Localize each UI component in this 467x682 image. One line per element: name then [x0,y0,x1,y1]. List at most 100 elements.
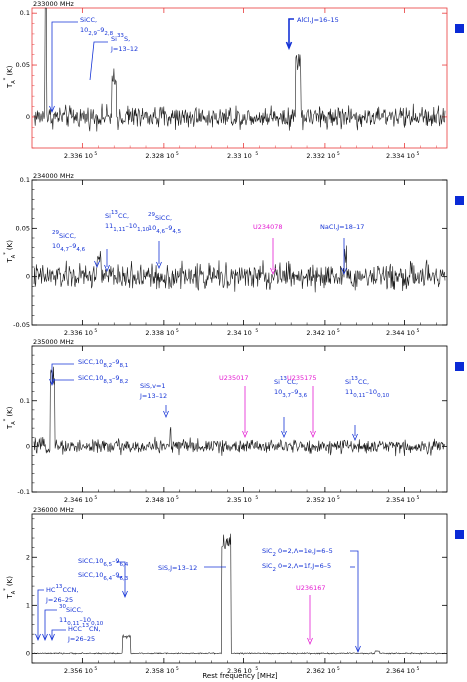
y-tick-label: 0.1 [20,397,30,405]
annotation-arrowhead [242,430,248,439]
x-tick-exponent: 5 [176,495,179,501]
annotation-arrowhead [270,267,276,276]
line-annotation: HCC13CN, J=26–25 [49,623,100,643]
y-axis-label: TA* (K) [3,576,17,600]
line-annotation: AlCl,J=16–15 [285,16,339,51]
line-annotation: NaCl,J=18–17 [320,223,364,276]
annotation-arrowhead [281,430,287,439]
line-annotation: 30SiCC, 110,11–100,10 [42,604,104,642]
axes-frame [31,7,448,149]
x-tick-exponent: 5 [94,328,97,334]
annotation-label: SiC2 0=2,Λ=1e,J=6–5 [262,547,333,558]
annotation-arrowhead [285,41,293,51]
annotation-label: U234078 [253,223,283,231]
annotation-label: 111,11–101,10 [105,222,150,233]
line-annotation: Si13CC, 111,11–101,10 [104,210,150,273]
annotation-arrowhead [122,590,128,599]
annotation-label: J=26–25 [67,635,95,643]
line-annotation: 29SiCC, 104,6–94,5 [148,212,182,270]
line-annotation: 29SiCC, 104,7–94,6 [52,230,100,269]
x-tick-label: 2.334 10 [386,152,415,160]
annotation-arrowhead [355,645,361,654]
y-tick-label: 0 [26,113,30,121]
corner-frequency-label: 236000 MHz [33,506,74,514]
annotation-label: HC13CCN, [46,584,78,594]
spectrum-trace [33,7,446,132]
annotation-label: SiCC,108,2–98,1 [78,358,128,369]
annotation-leader [288,18,294,48]
annotation-label: U235017 [219,374,249,382]
annotation-label: HCC13CN, [68,623,100,633]
annotation-label: J=13–12 [110,45,138,53]
x-tick-exponent: 5 [94,495,97,501]
x-tick-label: 2.344 10 [386,329,415,337]
x-tick-exponent: 5 [94,151,97,157]
y-tick-label: 0 [26,649,30,657]
x-tick-label: 2.364 10 [386,667,415,675]
x-tick-exponent: 5 [255,666,258,672]
x-tick-exponent: 5 [94,666,97,672]
annotation-label: Si13CC, [105,210,129,220]
annotation-leader [51,629,66,640]
x-tick-label: 2.348 10 [145,496,174,504]
x-axis-label: Rest frequency [MHz] [202,672,278,680]
y-tick-label: 0.05 [16,61,30,69]
line-annotation: SiCC,108,3–98,2 [52,374,128,385]
annotation-leader [89,41,108,81]
corner-frequency-label: 234000 MHz [33,172,74,180]
annotation-label: SiS,J=13–12 [158,564,197,572]
line-annotation: HC13CCN, J=26–25 [35,584,78,642]
annotation-arrowhead [104,264,110,273]
annotation-label: 29SiCC, [148,212,172,222]
y-tick-label: 0.1 [20,9,30,17]
annotation-label: 30SiCC, [59,604,83,614]
annotation-leader [117,561,126,597]
annotation-leader [37,589,44,640]
y-axis-label: TA* (K) [3,406,17,430]
panel-3: 235000 MHz-0.100.12.346 10 5 2.348 10 5 2.35… [3,338,464,504]
annotation-label: J=26–25 [45,596,73,604]
annotation-label: U236167 [296,584,326,592]
annotation-label: SiCC,106,5–96,4 [78,557,129,568]
annotation-label: 110,11–100,10 [59,616,104,627]
annotation-label: SiCC, [80,16,97,24]
x-tick-label: 2.358 10 [145,667,174,675]
spectrum-trace [33,245,446,293]
line-annotation: SiC2 0=2,Λ=1e,J=6–5 [262,547,361,654]
annotation-label: SiS,v=1 [140,382,166,390]
annotation-label: 102,9–92,8 [80,26,114,37]
corner-frequency-label: 233000 MHz [33,0,74,8]
axes-frame [31,345,448,493]
x-tick-label: 2.33 10 [227,152,252,160]
x-tick-exponent: 5 [337,328,340,334]
annotation-arrowhead [94,260,100,269]
x-tick-label: 2.332 10 [306,152,335,160]
legend-marker [455,196,464,205]
annotation-label: J=13–12 [139,392,167,400]
line-annotation: SiS,J=13–12 [158,564,226,572]
annotation-leader [350,550,359,652]
axes-frame [31,513,448,664]
line-annotation: Si33S, J=13–12 [89,33,138,81]
line-annotation: SiCC, 102,9–92,8 [49,16,114,114]
x-tick-label: 2.336 10 [64,329,93,337]
y-tick-label: 0.05 [16,224,30,232]
x-tick-exponent: 5 [255,495,258,501]
x-tick-label: 2.346 10 [64,496,93,504]
line-annotation: U234078 [253,223,283,276]
x-tick-exponent: 5 [176,328,179,334]
y-tick-label: 0 [26,273,30,281]
annotation-arrowhead [310,430,316,439]
x-tick-label: 2.362 10 [306,667,335,675]
line-annotation: SiCC,106,4–96,3 [78,571,129,582]
x-tick-exponent: 5 [337,151,340,157]
annotation-label: SiCC,108,3–98,2 [78,374,128,385]
x-tick-exponent: 5 [416,328,419,334]
annotation-arrowhead [49,633,55,642]
corner-frequency-label: 235000 MHz [33,338,74,346]
x-tick-exponent: 5 [337,495,340,501]
